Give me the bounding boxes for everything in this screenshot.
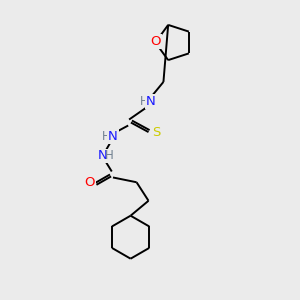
Text: O: O [151,35,161,48]
Text: O: O [84,176,94,189]
Text: N: N [146,95,155,108]
Text: H: H [140,95,148,108]
Text: H: H [104,149,113,163]
Text: N: N [97,149,107,163]
Text: H: H [102,130,111,143]
Text: S: S [152,126,160,139]
Text: N: N [108,130,118,143]
